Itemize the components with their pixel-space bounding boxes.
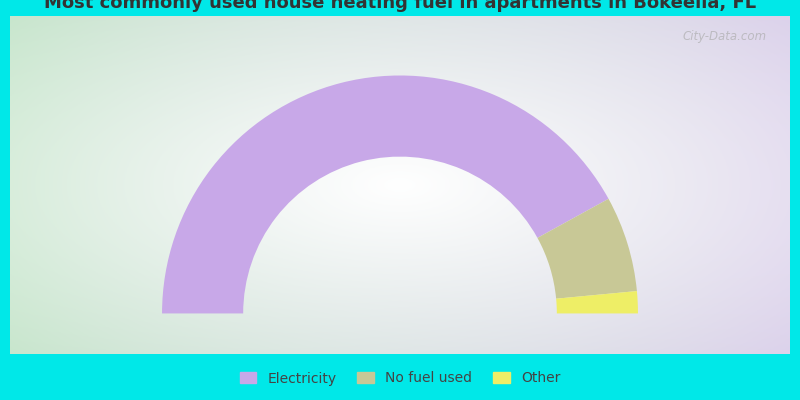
Title: Most commonly used house heating fuel in apartments in Bokeelia, FL: Most commonly used house heating fuel in… bbox=[44, 0, 756, 12]
Legend: Electricity, No fuel used, Other: Electricity, No fuel used, Other bbox=[234, 366, 566, 391]
Wedge shape bbox=[556, 291, 638, 314]
Wedge shape bbox=[162, 76, 609, 314]
Text: City-Data.com: City-Data.com bbox=[682, 30, 766, 42]
Wedge shape bbox=[538, 199, 637, 299]
